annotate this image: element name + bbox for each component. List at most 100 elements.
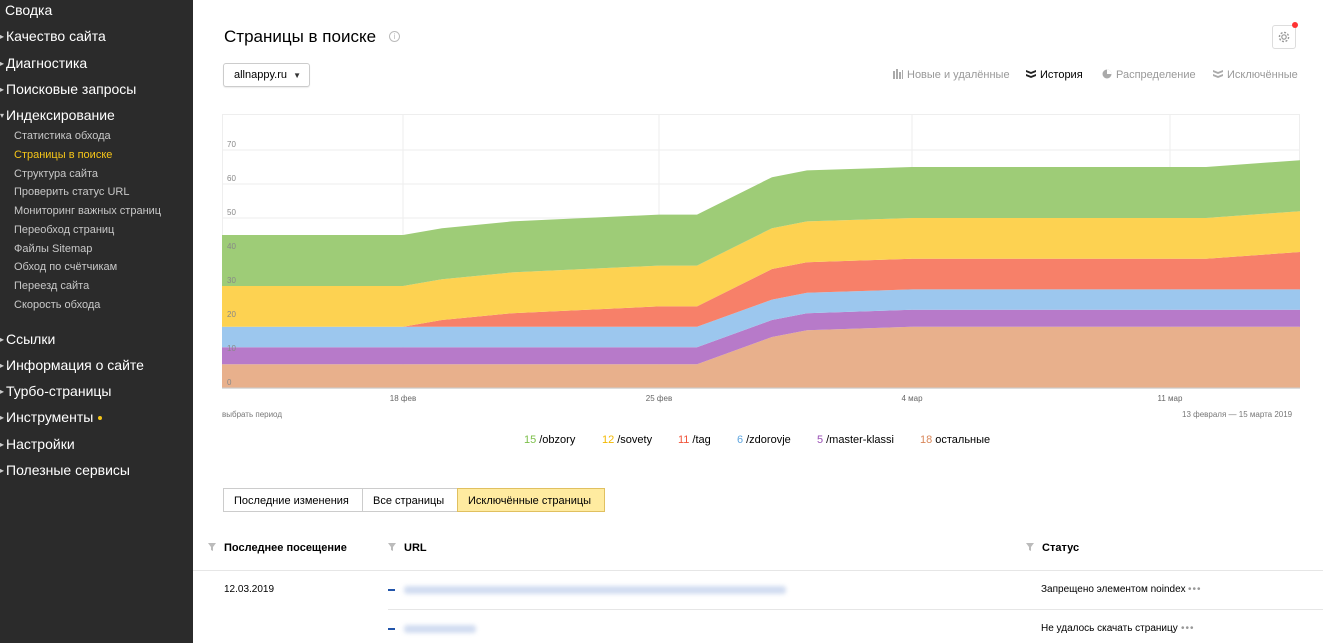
info-icon[interactable]: i <box>389 31 400 42</box>
y-tick-label: 10 <box>227 344 236 353</box>
nav-sub-site-move[interactable]: Переезд сайта <box>14 280 90 292</box>
nav-item-tools[interactable]: ▸ Инструменты <box>0 409 103 425</box>
tab-excluded[interactable]: Исключённые <box>1213 69 1298 81</box>
nav-label: Полезные сервисы <box>6 462 130 478</box>
legend-count: 12 <box>602 434 615 446</box>
nav-sub-sitemap[interactable]: Файлы Sitemap <box>14 243 93 255</box>
row-status: Не удалось скачать страницу <box>1041 623 1178 634</box>
legend-label: /sovety <box>617 434 653 446</box>
nav-label: Качество сайта <box>6 28 106 44</box>
tab-recent-changes[interactable]: Последние изменения <box>223 488 363 512</box>
chevron-right-icon: ▸ <box>0 413 5 422</box>
history-chart[interactable]: 0 10 20 30 40 50 60 70 18 фев 25 фев 4 мар 11 мар <box>222 114 1300 404</box>
nav-sub-monitoring[interactable]: Мониторинг важных страниц <box>14 205 162 217</box>
nav-sub-check-url[interactable]: Проверить статус URL <box>14 186 130 198</box>
tab-label: Распределение <box>1116 69 1196 81</box>
site-select[interactable]: allnappy.ru ▼ <box>223 63 310 87</box>
nav-item-indexing[interactable]: ▾ Индексирование <box>0 107 115 123</box>
row-date: 12.03.2019 <box>224 584 275 595</box>
nav-sub-crawl-speed[interactable]: Скорость обхода <box>14 299 101 311</box>
nav-label: Турбо-страницы <box>6 383 112 399</box>
page-title: Страницы в поиске <box>224 27 377 46</box>
area-master-klassi[interactable] <box>222 309 1300 365</box>
nav-item-site-info[interactable]: ▸ Информация о сайте <box>0 357 144 373</box>
legend-label: /obzory <box>539 434 576 446</box>
column-header-last-visit[interactable]: Последнее посещение <box>208 542 347 554</box>
y-tick-label: 30 <box>227 276 236 285</box>
nav-sub-crawl-stats[interactable]: Статистика обхода <box>14 130 111 142</box>
nav-item-summary[interactable]: Сводка <box>5 2 52 18</box>
settings-button[interactable] <box>1272 25 1296 49</box>
row-status: Запрещено элементом noindex <box>1041 584 1186 595</box>
pie-icon <box>1102 69 1112 79</box>
column-header-status[interactable]: Статус <box>1026 542 1079 554</box>
legend-item-zdorovje[interactable]: 6/zdorovje <box>737 434 791 446</box>
bars-icon <box>893 69 903 79</box>
tab-distribution[interactable]: Распределение <box>1102 69 1196 81</box>
area-zdorovje[interactable] <box>222 289 1300 348</box>
nav-item-useful-services[interactable]: ▸ Полезные сервисы <box>0 462 130 478</box>
legend-item-obzory[interactable]: 15/obzory <box>524 434 575 446</box>
nav-sub-counters[interactable]: Обход по счётчикам <box>14 261 118 273</box>
y-tick-label: 40 <box>227 242 236 251</box>
column-header-url[interactable]: URL <box>388 542 427 554</box>
area-sovety[interactable] <box>222 211 1300 327</box>
chevron-right-icon: ▸ <box>0 387 5 396</box>
legend-item-tag[interactable]: 11/tag <box>678 434 711 446</box>
nav-label: Инструменты <box>6 409 94 425</box>
filter-icon <box>208 543 216 551</box>
tab-all-pages[interactable]: Все страницы <box>362 488 458 512</box>
nav-item-links[interactable]: ▸ Ссылки <box>0 331 55 347</box>
divider <box>193 570 1323 571</box>
nav-item-settings[interactable]: ▸ Настройки <box>0 436 75 452</box>
collapse-icon[interactable] <box>388 628 395 630</box>
chevron-right-icon: ▸ <box>0 361 5 370</box>
stack-icon <box>1213 70 1223 78</box>
column-label: Статус <box>1042 542 1080 554</box>
column-label: URL <box>404 542 427 554</box>
legend-count: 11 <box>678 434 690 446</box>
more-icon[interactable]: ••• <box>1188 584 1202 595</box>
collapse-icon[interactable] <box>388 589 395 591</box>
chevron-right-icon: ▸ <box>0 440 5 449</box>
chevron-right-icon: ▸ <box>0 335 5 344</box>
nav-sub-pages-in-search[interactable]: Страницы в поиске <box>14 149 113 161</box>
x-tick-label: 18 фев <box>390 394 416 403</box>
chevron-right-icon: ▸ <box>0 466 5 475</box>
select-period-link[interactable]: выбрать период <box>222 410 282 419</box>
nav-label: Информация о сайте <box>6 357 144 373</box>
filter-icon <box>388 543 396 551</box>
tab-label: Новые и удалённые <box>907 69 1010 81</box>
area-tag[interactable] <box>222 252 1300 327</box>
more-icon[interactable]: ••• <box>1181 623 1195 634</box>
y-tick-label: 70 <box>227 140 236 149</box>
tab-new-and-deleted[interactable]: Новые и удалённые <box>893 69 1010 81</box>
date-range: 13 февраля — 15 марта 2019 <box>1182 410 1293 419</box>
area-obzory[interactable] <box>222 160 1300 286</box>
url-link[interactable] <box>404 625 476 633</box>
legend-item-master-klassi[interactable]: 5/master-klassi <box>817 434 894 446</box>
tab-history[interactable]: История <box>1026 69 1083 81</box>
legend-count: 15 <box>524 434 537 446</box>
x-tick-label: 25 фев <box>646 394 672 403</box>
nav-item-turbo[interactable]: ▸ Турбо-страницы <box>0 383 111 399</box>
legend-item-other[interactable]: 18 остальные <box>920 434 990 446</box>
nav-sub-recrawl[interactable]: Переобход страниц <box>14 224 115 236</box>
nav-item-diagnostics[interactable]: ▸ Диагностика <box>0 55 87 71</box>
tab-label: Исключённые <box>1227 69 1298 81</box>
legend-label: /master-klassi <box>826 434 894 446</box>
nav-sub-site-structure[interactable]: Структура сайта <box>14 168 99 180</box>
legend-item-sovety[interactable]: 12/sovety <box>602 434 652 446</box>
x-tick-label: 11 мар <box>1158 394 1183 403</box>
x-tick-label: 4 мар <box>901 394 923 403</box>
nav-item-search-queries[interactable]: ▸ Поисковые запросы <box>0 81 136 97</box>
chevron-right-icon: ▸ <box>0 32 5 41</box>
url-link[interactable] <box>404 586 786 594</box>
y-tick-label: 50 <box>227 208 236 217</box>
nav-item-site-quality[interactable]: ▸ Качество сайта <box>0 28 106 44</box>
sidebar: Сводка ▸ Качество сайта ▸ Диагностика ▸ Пои… <box>0 0 193 643</box>
area-остальные[interactable] <box>222 326 1300 388</box>
tab-excluded-pages[interactable]: Исключённые страницы <box>457 488 605 512</box>
divider <box>388 609 1323 610</box>
nav-label: Настройки <box>6 436 75 452</box>
